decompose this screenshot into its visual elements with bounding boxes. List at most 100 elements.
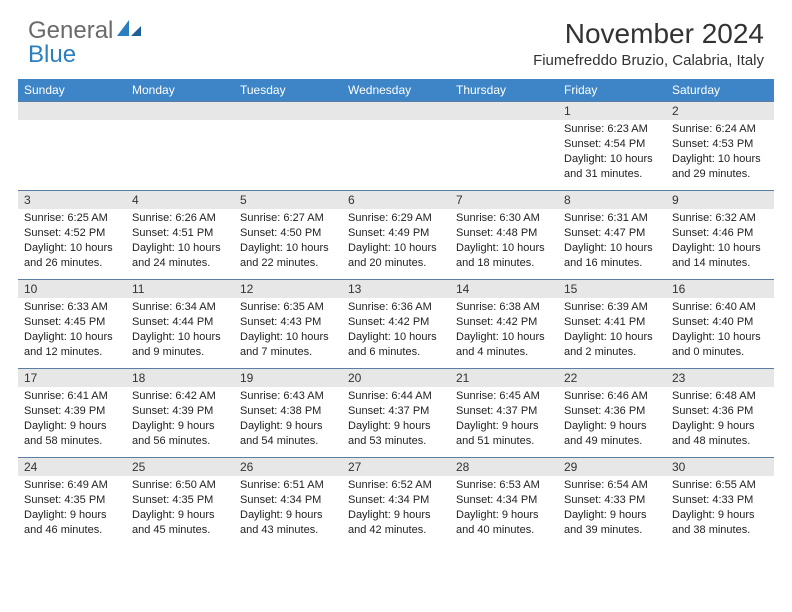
sunset-text: Sunset: 4:34 PM bbox=[456, 493, 552, 508]
sunrise-text: Sunrise: 6:53 AM bbox=[456, 478, 552, 493]
daylight-text: Daylight: 9 hours and 56 minutes. bbox=[132, 419, 228, 449]
calendar-cell: 11Sunrise: 6:34 AMSunset: 4:44 PMDayligh… bbox=[126, 280, 234, 368]
daylight-text: Daylight: 10 hours and 24 minutes. bbox=[132, 241, 228, 271]
daylight-text: Daylight: 9 hours and 48 minutes. bbox=[672, 419, 768, 449]
day-number: 21 bbox=[450, 369, 558, 387]
day-number: 13 bbox=[342, 280, 450, 298]
calendar-cell: 6Sunrise: 6:29 AMSunset: 4:49 PMDaylight… bbox=[342, 191, 450, 279]
day-number: 26 bbox=[234, 458, 342, 476]
cell-body: Sunrise: 6:40 AMSunset: 4:40 PMDaylight:… bbox=[666, 298, 774, 363]
calendar-cell: 1Sunrise: 6:23 AMSunset: 4:54 PMDaylight… bbox=[558, 102, 666, 190]
sunrise-text: Sunrise: 6:23 AM bbox=[564, 122, 660, 137]
calendar-cell: 16Sunrise: 6:40 AMSunset: 4:40 PMDayligh… bbox=[666, 280, 774, 368]
day-header: Friday bbox=[558, 79, 666, 101]
day-number: 11 bbox=[126, 280, 234, 298]
day-number: 15 bbox=[558, 280, 666, 298]
daylight-text: Daylight: 9 hours and 45 minutes. bbox=[132, 508, 228, 538]
cell-body bbox=[342, 120, 450, 126]
sunrise-text: Sunrise: 6:30 AM bbox=[456, 211, 552, 226]
sunrise-text: Sunrise: 6:55 AM bbox=[672, 478, 768, 493]
cell-body bbox=[450, 120, 558, 126]
sunset-text: Sunset: 4:38 PM bbox=[240, 404, 336, 419]
sunrise-text: Sunrise: 6:34 AM bbox=[132, 300, 228, 315]
header: General Blue November 2024 Fiumefreddo B… bbox=[0, 0, 792, 75]
calendar: SundayMondayTuesdayWednesdayThursdayFrid… bbox=[18, 79, 774, 546]
cell-body: Sunrise: 6:23 AMSunset: 4:54 PMDaylight:… bbox=[558, 120, 666, 185]
calendar-cell: 10Sunrise: 6:33 AMSunset: 4:45 PMDayligh… bbox=[18, 280, 126, 368]
cell-body: Sunrise: 6:38 AMSunset: 4:42 PMDaylight:… bbox=[450, 298, 558, 363]
sunrise-text: Sunrise: 6:48 AM bbox=[672, 389, 768, 404]
cell-body bbox=[18, 120, 126, 126]
day-header: Sunday bbox=[18, 79, 126, 101]
calendar-cell bbox=[342, 102, 450, 190]
day-number: 29 bbox=[558, 458, 666, 476]
sunrise-text: Sunrise: 6:41 AM bbox=[24, 389, 120, 404]
cell-body: Sunrise: 6:36 AMSunset: 4:42 PMDaylight:… bbox=[342, 298, 450, 363]
daylight-text: Daylight: 9 hours and 54 minutes. bbox=[240, 419, 336, 449]
daylight-text: Daylight: 9 hours and 38 minutes. bbox=[672, 508, 768, 538]
sunset-text: Sunset: 4:39 PM bbox=[24, 404, 120, 419]
calendar-cell: 17Sunrise: 6:41 AMSunset: 4:39 PMDayligh… bbox=[18, 369, 126, 457]
brand-part1: General bbox=[28, 17, 113, 44]
day-number: 6 bbox=[342, 191, 450, 209]
calendar-cell: 9Sunrise: 6:32 AMSunset: 4:46 PMDaylight… bbox=[666, 191, 774, 279]
sunrise-text: Sunrise: 6:26 AM bbox=[132, 211, 228, 226]
sail-icon bbox=[115, 18, 143, 38]
day-number: 4 bbox=[126, 191, 234, 209]
sunset-text: Sunset: 4:43 PM bbox=[240, 315, 336, 330]
week-row: 24Sunrise: 6:49 AMSunset: 4:35 PMDayligh… bbox=[18, 457, 774, 546]
cell-body: Sunrise: 6:35 AMSunset: 4:43 PMDaylight:… bbox=[234, 298, 342, 363]
sunset-text: Sunset: 4:49 PM bbox=[348, 226, 444, 241]
cell-body: Sunrise: 6:50 AMSunset: 4:35 PMDaylight:… bbox=[126, 476, 234, 541]
calendar-cell: 24Sunrise: 6:49 AMSunset: 4:35 PMDayligh… bbox=[18, 458, 126, 546]
cell-body: Sunrise: 6:34 AMSunset: 4:44 PMDaylight:… bbox=[126, 298, 234, 363]
sunrise-text: Sunrise: 6:51 AM bbox=[240, 478, 336, 493]
sunrise-text: Sunrise: 6:38 AM bbox=[456, 300, 552, 315]
daylight-text: Daylight: 10 hours and 9 minutes. bbox=[132, 330, 228, 360]
sunset-text: Sunset: 4:33 PM bbox=[672, 493, 768, 508]
cell-body: Sunrise: 6:31 AMSunset: 4:47 PMDaylight:… bbox=[558, 209, 666, 274]
sunset-text: Sunset: 4:54 PM bbox=[564, 137, 660, 152]
cell-body: Sunrise: 6:33 AMSunset: 4:45 PMDaylight:… bbox=[18, 298, 126, 363]
sunset-text: Sunset: 4:51 PM bbox=[132, 226, 228, 241]
sunset-text: Sunset: 4:36 PM bbox=[672, 404, 768, 419]
sunrise-text: Sunrise: 6:44 AM bbox=[348, 389, 444, 404]
cell-body: Sunrise: 6:52 AMSunset: 4:34 PMDaylight:… bbox=[342, 476, 450, 541]
daylight-text: Daylight: 10 hours and 2 minutes. bbox=[564, 330, 660, 360]
sunrise-text: Sunrise: 6:54 AM bbox=[564, 478, 660, 493]
week-row: 10Sunrise: 6:33 AMSunset: 4:45 PMDayligh… bbox=[18, 279, 774, 368]
sunrise-text: Sunrise: 6:24 AM bbox=[672, 122, 768, 137]
day-number: 30 bbox=[666, 458, 774, 476]
day-number: 22 bbox=[558, 369, 666, 387]
calendar-cell: 21Sunrise: 6:45 AMSunset: 4:37 PMDayligh… bbox=[450, 369, 558, 457]
daylight-text: Daylight: 10 hours and 18 minutes. bbox=[456, 241, 552, 271]
sunrise-text: Sunrise: 6:36 AM bbox=[348, 300, 444, 315]
daylight-text: Daylight: 10 hours and 31 minutes. bbox=[564, 152, 660, 182]
cell-body: Sunrise: 6:25 AMSunset: 4:52 PMDaylight:… bbox=[18, 209, 126, 274]
calendar-cell: 3Sunrise: 6:25 AMSunset: 4:52 PMDaylight… bbox=[18, 191, 126, 279]
sunrise-text: Sunrise: 6:50 AM bbox=[132, 478, 228, 493]
cell-body: Sunrise: 6:46 AMSunset: 4:36 PMDaylight:… bbox=[558, 387, 666, 452]
sunset-text: Sunset: 4:41 PM bbox=[564, 315, 660, 330]
cell-body: Sunrise: 6:32 AMSunset: 4:46 PMDaylight:… bbox=[666, 209, 774, 274]
sunrise-text: Sunrise: 6:25 AM bbox=[24, 211, 120, 226]
cell-body bbox=[234, 120, 342, 126]
calendar-cell bbox=[450, 102, 558, 190]
brand-part2: Blue bbox=[28, 41, 76, 68]
sunrise-text: Sunrise: 6:46 AM bbox=[564, 389, 660, 404]
sunrise-text: Sunrise: 6:33 AM bbox=[24, 300, 120, 315]
sunset-text: Sunset: 4:33 PM bbox=[564, 493, 660, 508]
month-title: November 2024 bbox=[533, 18, 764, 50]
sunset-text: Sunset: 4:36 PM bbox=[564, 404, 660, 419]
cell-body bbox=[126, 120, 234, 126]
sunrise-text: Sunrise: 6:43 AM bbox=[240, 389, 336, 404]
sunset-text: Sunset: 4:46 PM bbox=[672, 226, 768, 241]
sunset-text: Sunset: 4:45 PM bbox=[24, 315, 120, 330]
sunset-text: Sunset: 4:44 PM bbox=[132, 315, 228, 330]
weeks-container: 1Sunrise: 6:23 AMSunset: 4:54 PMDaylight… bbox=[18, 101, 774, 546]
calendar-cell: 15Sunrise: 6:39 AMSunset: 4:41 PMDayligh… bbox=[558, 280, 666, 368]
week-row: 17Sunrise: 6:41 AMSunset: 4:39 PMDayligh… bbox=[18, 368, 774, 457]
day-number: 1 bbox=[558, 102, 666, 120]
sunset-text: Sunset: 4:40 PM bbox=[672, 315, 768, 330]
day-number bbox=[342, 102, 450, 120]
